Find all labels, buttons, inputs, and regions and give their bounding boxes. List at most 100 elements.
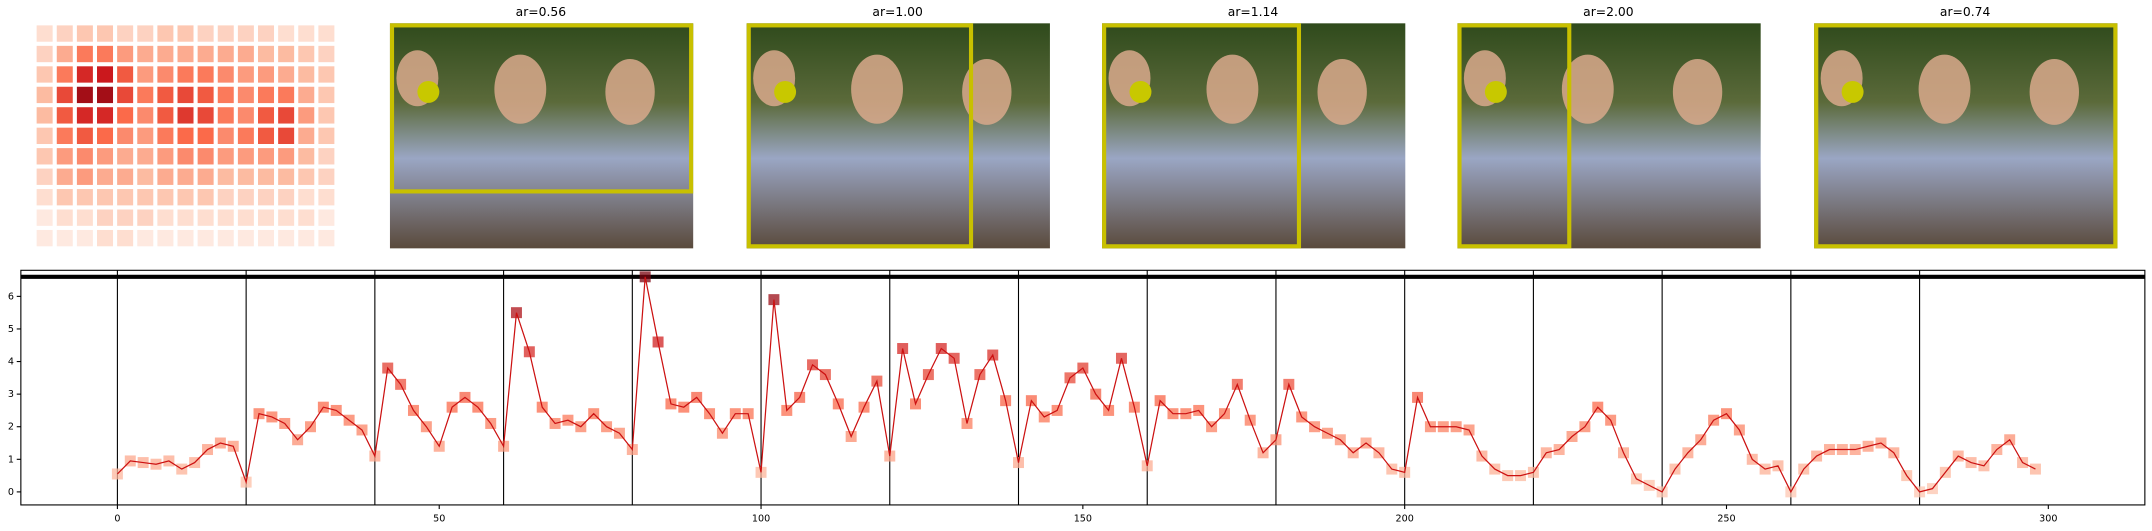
heatmap-cell	[56, 229, 73, 247]
heatmap-cell	[76, 45, 93, 63]
heatmap-cell	[318, 66, 335, 83]
face	[1672, 59, 1723, 125]
heatmap-cell	[177, 127, 194, 145]
heatmap-cell	[177, 209, 194, 226]
x-tick-label: 150	[1074, 514, 1092, 525]
heatmap-cell	[197, 45, 214, 63]
heatmap-cell	[76, 86, 93, 104]
heatmap-cell	[237, 25, 254, 42]
heatmap-cell	[217, 209, 234, 226]
photo	[1102, 23, 1406, 249]
panel-title: ar=1.14	[1228, 5, 1279, 19]
heatmap-cell	[137, 168, 154, 185]
y-tick-label: 5	[8, 324, 14, 335]
heatmap-cell	[36, 25, 53, 42]
focus-dot	[1841, 80, 1864, 103]
photo	[1457, 23, 1761, 249]
y-tick-label: 4	[8, 357, 14, 368]
heatmap-cell	[97, 189, 114, 206]
heatmap-cell	[97, 127, 114, 145]
heatmap-cell	[278, 86, 295, 104]
heatmap-cell	[76, 209, 93, 226]
heatmap-cell	[157, 148, 174, 165]
heatmap-cell	[157, 127, 174, 145]
top-row: ar=0.56 ar=1.00 ar=1.14 ar=2.00 ar=0.74	[36, 5, 2118, 249]
heatmap-cell	[278, 189, 295, 206]
heatmap-cell	[137, 25, 154, 42]
heatmap-cell	[258, 209, 275, 226]
face	[494, 54, 547, 124]
heatmap-cell	[298, 189, 315, 206]
y-tick-label: 2	[8, 422, 14, 433]
heatmap-cell	[177, 45, 194, 63]
heatmap-cell	[36, 107, 53, 124]
heatmap-cell	[157, 25, 174, 42]
heatmap-cell	[97, 45, 114, 63]
heatmap-cell	[177, 229, 194, 247]
heatmap-cell	[258, 148, 275, 165]
heatmap-cell	[117, 127, 134, 145]
heatmap-cell	[97, 66, 114, 83]
heatmap-cell	[76, 107, 93, 124]
heatmap-cell	[76, 229, 93, 247]
y-tick-label: 1	[8, 454, 14, 465]
heatmap-cell	[217, 229, 234, 247]
x-tick-label: 250	[1717, 514, 1735, 525]
x-tick-label: 0	[114, 514, 120, 525]
heatmap-cell	[237, 66, 254, 83]
heatmap-cell	[56, 45, 73, 63]
panel-title: ar=1.00	[872, 5, 923, 19]
x-tick-label: 300	[2039, 514, 2057, 525]
heatmap-cell	[56, 25, 73, 42]
heatmap-cell	[217, 45, 234, 63]
heatmap-cell	[278, 66, 295, 83]
heatmap-cell	[36, 229, 53, 247]
heatmap-cell	[217, 189, 234, 206]
heatmap-cell	[117, 45, 134, 63]
heatmap-cell	[298, 66, 315, 83]
heatmap-cell	[177, 107, 194, 124]
face	[1918, 54, 1971, 124]
crop-box	[389, 23, 694, 194]
heatmap-cell	[298, 45, 315, 63]
heatmap-cell	[258, 86, 275, 104]
heatmap-cell	[217, 168, 234, 185]
heatmap-cell	[318, 148, 335, 165]
heatmap-cell	[76, 148, 93, 165]
heatmap-cell	[97, 168, 114, 185]
photo-panel: ar=0.74	[1814, 5, 2118, 249]
y-tick-label: 3	[8, 389, 14, 400]
x-tick-label: 200	[1396, 514, 1414, 525]
heatmap-cell	[36, 168, 53, 185]
heatmap-cell	[318, 229, 335, 247]
heatmap-cell	[137, 66, 154, 83]
heatmap-cell	[237, 86, 254, 104]
heatmap-cell	[197, 229, 214, 247]
heatmap-cell	[237, 45, 254, 63]
chart: 0 50 100 150 200 250 300 0 1 2 3 4 5 6	[8, 269, 2146, 525]
heatmap-cell	[36, 189, 53, 206]
crop-box	[1457, 23, 1572, 249]
heatmap-cell	[237, 229, 254, 247]
heatmap-cell	[258, 189, 275, 206]
heatmap-cell	[237, 148, 254, 165]
photo-panel: ar=1.14	[1102, 5, 1406, 249]
heatmap-cell	[298, 168, 315, 185]
heatmap-cell	[117, 25, 134, 42]
heatmap-cell	[298, 148, 315, 165]
heatmap-cell	[318, 25, 335, 42]
heatmap-cell	[278, 209, 295, 226]
heatmap-cell	[237, 189, 254, 206]
heatmap-cell	[56, 148, 73, 165]
face	[1561, 54, 1614, 124]
heatmap-cell	[137, 189, 154, 206]
y-tick-label: 6	[8, 291, 14, 302]
heatmap-cell	[157, 45, 174, 63]
heatmap-cell	[97, 25, 114, 42]
heatmap-cell	[298, 107, 315, 124]
heatmap-cell	[56, 107, 73, 124]
heatmap-cell	[76, 168, 93, 185]
heatmap-cell	[36, 45, 53, 63]
heatmap-cell	[237, 168, 254, 185]
